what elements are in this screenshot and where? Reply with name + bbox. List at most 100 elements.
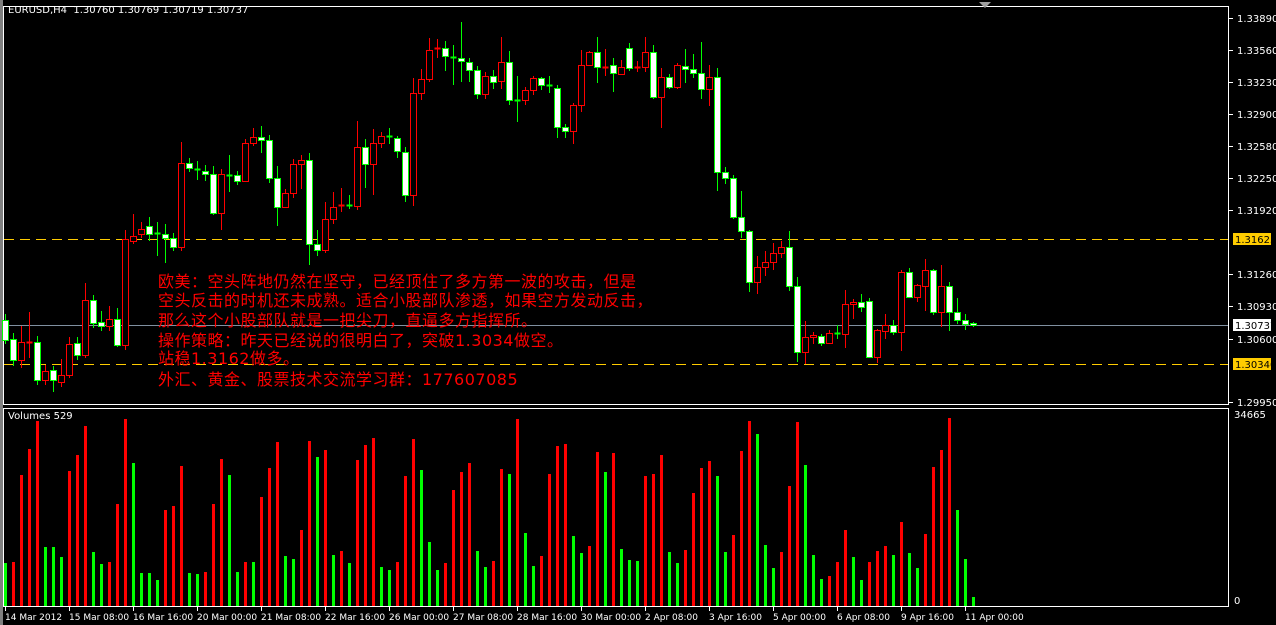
volume-bar: [4, 563, 7, 606]
candle-body: [282, 193, 289, 208]
candle-body: [706, 77, 713, 90]
volume-bar: [404, 476, 407, 606]
candle-body: [906, 272, 913, 298]
volume-bar: [588, 546, 591, 606]
candle-body: [658, 77, 665, 98]
candle: [354, 121, 361, 210]
candle: [730, 175, 737, 219]
candle: [490, 70, 497, 89]
annotation-line-6: 外汇、黄金、股票技术交流学习群：177607085: [158, 370, 519, 389]
level-price-badge: [1233, 358, 1271, 370]
candle: [602, 49, 609, 76]
candle: [66, 337, 73, 378]
volume-bar: [172, 506, 175, 606]
volume-bar: [84, 426, 87, 606]
candle: [546, 76, 553, 93]
candle: [962, 314, 969, 330]
volume-bar: [868, 562, 871, 606]
candle: [266, 135, 273, 183]
candle: [914, 284, 921, 302]
candle: [538, 77, 545, 90]
candle-body: [242, 143, 249, 182]
candle-body: [10, 339, 17, 361]
candle-body: [186, 163, 193, 169]
candle: [722, 167, 729, 184]
candle: [746, 230, 753, 292]
candle: [898, 270, 905, 351]
candle-body: [714, 77, 721, 173]
candle: [642, 37, 649, 72]
candle-body: [442, 48, 449, 57]
volume-bar: [420, 470, 423, 606]
volume-bar: [620, 549, 623, 606]
volume-bar: [212, 504, 215, 606]
level-price-label: 1.31625: [1235, 235, 1276, 246]
volume-bar: [20, 475, 23, 606]
candle: [130, 214, 137, 244]
volume-bar: [836, 562, 839, 606]
annotation-line-2: 空头反击的时机还未成熟。适合小股部队渗透，如果空方发动反击，: [158, 291, 654, 310]
volume-bar: [36, 421, 39, 606]
candle: [778, 241, 785, 258]
candle: [82, 283, 89, 358]
volume-bar: [820, 579, 823, 606]
candle: [162, 224, 169, 263]
volume-bar: [964, 559, 967, 606]
volume-bar: [748, 421, 751, 606]
candle: [330, 192, 337, 224]
level-price-badge: [1233, 233, 1271, 245]
candle: [50, 366, 57, 392]
candle-body: [522, 90, 529, 101]
candle-body: [626, 48, 633, 69]
volume-bar: [228, 475, 231, 606]
candle-body: [322, 219, 329, 251]
candle-body: [610, 65, 617, 74]
level-price-label: 1.30340: [1235, 360, 1276, 371]
candle: [410, 78, 417, 206]
candle: [26, 312, 33, 358]
candle-body: [42, 371, 49, 381]
volume-bar: [716, 476, 719, 606]
candle: [506, 51, 513, 105]
candle: [418, 69, 425, 100]
candle: [874, 329, 881, 363]
candle-body: [738, 217, 745, 232]
volume-bar: [828, 576, 831, 606]
volume-bar: [316, 457, 319, 606]
candle: [170, 233, 177, 251]
candle-body: [754, 267, 761, 283]
candle-body: [170, 238, 177, 248]
candle-body: [562, 127, 569, 132]
candle: [666, 74, 673, 89]
volume-bar: [236, 572, 239, 606]
volume-bar: [468, 463, 471, 606]
candle: [562, 124, 569, 138]
volume-bar: [644, 476, 647, 606]
volume-bar: [444, 563, 447, 606]
volume-bar: [500, 469, 503, 606]
date-tick-label: 27 Mar 08:00: [453, 613, 513, 623]
candle: [226, 155, 233, 192]
candle: [578, 50, 585, 112]
price-tick-label: 1.32250: [1237, 174, 1276, 185]
candle-body: [90, 300, 97, 324]
candle-body: [922, 270, 929, 287]
price-panel-frame: [3, 6, 1229, 405]
candle: [2, 314, 9, 344]
candle-body: [354, 147, 361, 207]
ohlc-readout: 1.30760 1.30769 1.30719 1.30737: [73, 5, 249, 16]
candle: [706, 65, 713, 106]
chart-shift-marker-icon[interactable]: [979, 2, 991, 8]
candle: [946, 282, 953, 331]
volume-bar: [260, 497, 263, 606]
candle: [258, 126, 265, 153]
volume-bar: [604, 472, 607, 606]
date-tick-label: 6 Apr 08:00: [837, 613, 890, 623]
candle-body: [554, 88, 561, 128]
volume-bar: [164, 510, 167, 606]
volume-bar: [780, 552, 783, 606]
volume-bar: [684, 550, 687, 606]
candle-body: [730, 178, 737, 218]
volume-bar: [388, 570, 391, 606]
candle: [570, 103, 577, 144]
